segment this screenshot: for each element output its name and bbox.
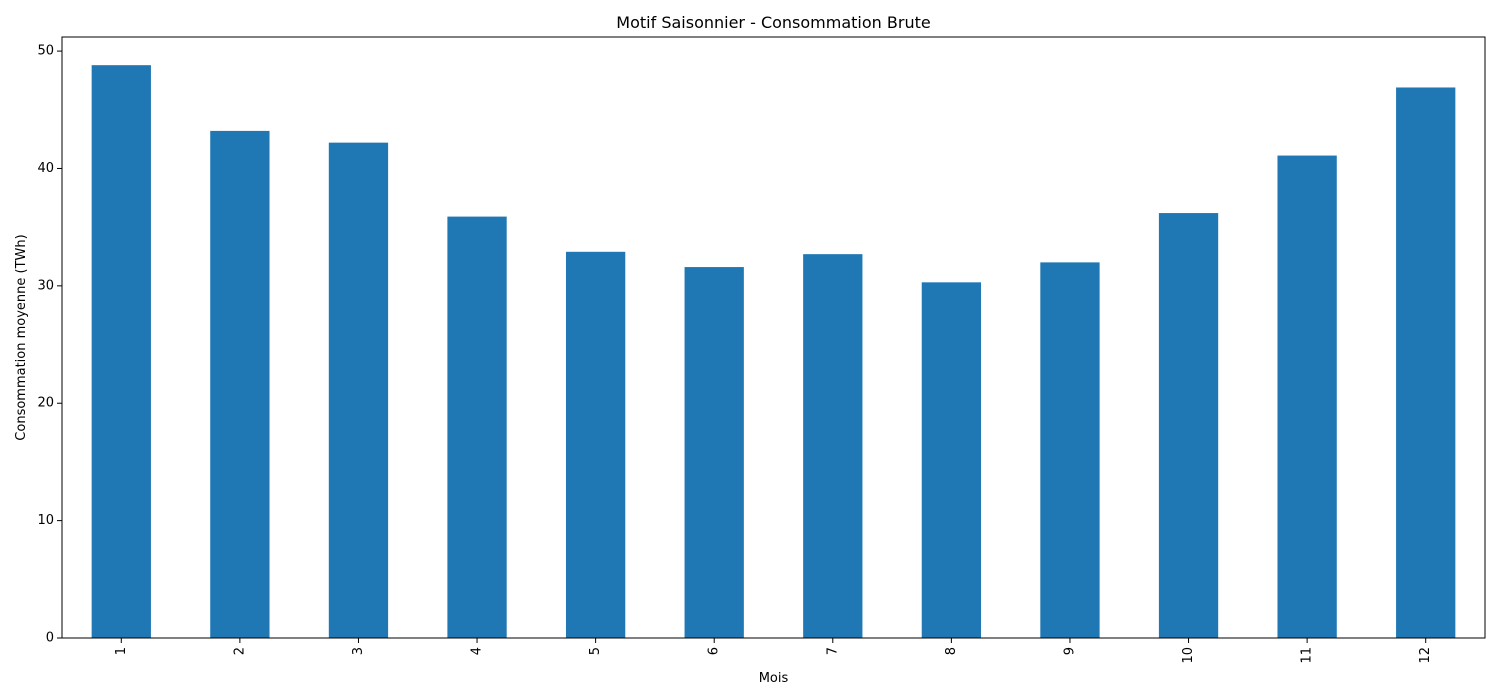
y-tick-label: 50 [37, 44, 54, 59]
bar-month-8 [921, 282, 982, 638]
y-tick-label: 0 [46, 631, 54, 646]
x-tick-label: 9 [1062, 647, 1077, 655]
y-tick-label: 20 [37, 396, 54, 411]
y-axis-label: Consommation moyenne (TWh) [14, 234, 29, 440]
x-tick-label: 4 [470, 647, 485, 655]
bar-month-1 [91, 65, 151, 638]
x-tick-label: 6 [707, 647, 722, 655]
bar-month-9 [1040, 262, 1100, 638]
y-axis-ticks: 0 10 20 30 40 50 [37, 44, 62, 646]
x-tick-label: 12 [1418, 647, 1433, 664]
y-tick-label: 30 [37, 278, 54, 293]
y-tick-label: 40 [37, 161, 54, 176]
x-tick-label: 7 [825, 647, 840, 655]
bar-month-2 [210, 130, 270, 638]
bar-month-3 [328, 142, 389, 638]
x-tick-label: 10 [1181, 647, 1196, 664]
x-axis-label: Mois [759, 671, 789, 686]
bar-month-10 [1158, 213, 1219, 638]
x-tick-label: 11 [1300, 647, 1315, 664]
bar-month-12 [1396, 87, 1456, 638]
x-tick-label: 5 [588, 647, 603, 655]
bar-month-5 [565, 251, 626, 638]
bars-group [91, 65, 1456, 638]
chart-title: Motif Saisonnier - Consommation Brute [616, 13, 930, 32]
bar-month-7 [803, 254, 863, 638]
bar-month-4 [447, 216, 507, 638]
x-axis-ticks: 1 2 3 4 5 6 7 8 9 10 11 12 [114, 638, 1433, 664]
y-tick-label: 10 [37, 513, 54, 528]
x-tick-label: 8 [944, 647, 959, 655]
plot-frame [61, 36, 1486, 639]
bar-month-11 [1277, 155, 1337, 638]
x-tick-label: 2 [232, 647, 247, 655]
x-tick-label: 1 [114, 647, 129, 655]
bar-month-6 [684, 267, 744, 638]
x-tick-label: 3 [351, 647, 366, 655]
